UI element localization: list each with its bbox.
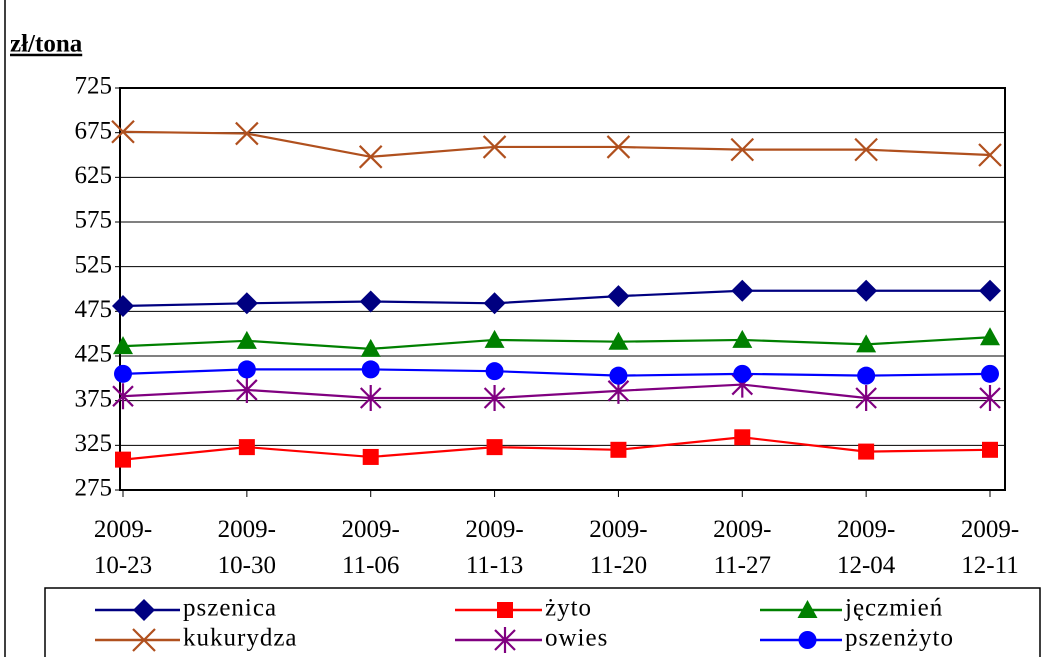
legend-marker <box>497 602 513 618</box>
data-point <box>730 137 755 162</box>
data-point <box>857 366 876 385</box>
legend-label: żyto <box>545 595 592 622</box>
data-point <box>732 329 753 348</box>
data-point <box>608 331 629 350</box>
data-point <box>359 290 382 313</box>
data-point <box>115 451 131 468</box>
y-tick-label: 325 <box>75 430 113 457</box>
data-point <box>854 137 878 162</box>
x-tick-label: 2009-12-11 <box>960 516 1020 579</box>
legend-label: jęczmień <box>844 595 943 622</box>
series-line <box>122 368 991 377</box>
data-point <box>361 360 380 379</box>
x-tick-label: 2009-11-13 <box>465 516 524 579</box>
data-point <box>112 383 134 410</box>
data-point <box>607 285 630 308</box>
data-point <box>485 362 504 381</box>
x-tick-label: 2009-10-30 <box>217 516 276 579</box>
data-point <box>359 384 382 411</box>
data-point <box>238 439 255 456</box>
chart-title: zł/tona <box>10 31 83 58</box>
data-point <box>236 376 258 403</box>
data-point <box>979 384 1001 411</box>
y-tick-label: 725 <box>75 73 113 100</box>
series-line <box>122 130 991 158</box>
y-tick-label: 525 <box>75 251 113 278</box>
legend-label: kukurydza <box>183 625 298 652</box>
data-point <box>980 327 1000 346</box>
data-point <box>606 135 631 159</box>
series-line <box>122 383 990 400</box>
data-point <box>237 360 256 379</box>
data-point <box>113 336 133 355</box>
legend-marker <box>798 631 817 649</box>
data-point <box>484 329 505 348</box>
series-line <box>122 336 991 350</box>
y-tick-label: 475 <box>75 296 113 323</box>
x-tick-label: 2009-11-27 <box>713 516 772 579</box>
data-point <box>858 443 875 460</box>
legend-label: owies <box>545 625 608 652</box>
data-point <box>856 334 877 353</box>
data-point <box>733 364 752 383</box>
data-point <box>362 448 379 465</box>
data-point <box>483 292 506 315</box>
data-point <box>855 384 877 411</box>
data-point <box>112 294 134 317</box>
x-tick-label: 2009-11-06 <box>341 516 400 579</box>
data-point <box>609 366 628 385</box>
data-point <box>978 143 1002 167</box>
data-point <box>734 429 751 446</box>
legend-marker <box>797 600 818 618</box>
legend-marker <box>132 628 156 652</box>
series-line <box>122 436 991 461</box>
legend-label: pszenica <box>183 595 277 622</box>
y-tick-label: 575 <box>75 207 113 234</box>
y-tick-label: 425 <box>75 341 113 368</box>
data-point <box>236 330 257 349</box>
data-point <box>855 279 878 302</box>
legend-label: pszenżyto <box>845 625 954 652</box>
data-point <box>610 441 627 458</box>
data-point <box>235 292 258 315</box>
data-point <box>486 439 503 456</box>
data-point <box>358 145 383 169</box>
series-line <box>122 289 990 308</box>
data-point <box>360 338 381 357</box>
data-point <box>982 441 998 458</box>
x-tick-label: 2009-11-20 <box>589 516 648 579</box>
legend-marker <box>133 599 155 621</box>
y-tick-label: 375 <box>75 385 113 412</box>
data-point <box>482 135 507 159</box>
data-point <box>114 364 132 383</box>
legend-marker <box>494 627 516 653</box>
data-point <box>235 121 259 146</box>
data-point <box>981 364 999 383</box>
data-point <box>483 384 506 411</box>
y-tick-label: 625 <box>75 162 113 189</box>
data-point <box>111 119 135 144</box>
y-tick-label: 275 <box>75 475 113 502</box>
data-point <box>979 279 1001 302</box>
y-tick-label: 675 <box>75 117 113 144</box>
legend-box <box>44 587 1041 657</box>
data-point <box>731 279 754 302</box>
plot-border <box>119 87 1006 491</box>
x-tick-label: 2009-10-23 <box>93 516 153 579</box>
x-tick-label: 2009-12-04 <box>836 516 896 579</box>
